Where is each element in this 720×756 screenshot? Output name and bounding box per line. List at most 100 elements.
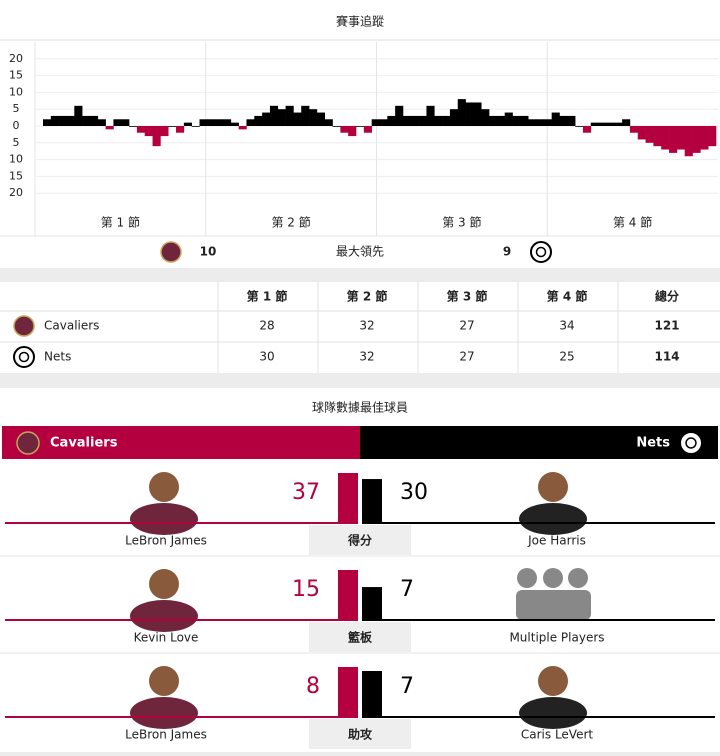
lead-bar [426,105,435,126]
lead-bar [622,119,631,126]
stat-value: 37 [292,480,320,505]
lead-bar [136,126,146,133]
y-tick-label: 15 [9,69,23,82]
stat-label-box [309,525,411,555]
player-photo [519,697,587,729]
player-name: LeBron James [125,534,207,548]
stat-label: 得分 [347,533,372,548]
lead-bar [653,126,662,147]
lead-bar [324,119,333,126]
y-tick-label: 10 [9,85,23,98]
lead-bar [58,115,67,126]
player-photo [130,503,198,535]
lead-bar [293,112,302,126]
stat-label-box [309,719,411,749]
lead-bar [269,105,279,126]
lead-bar [528,119,537,126]
player-silhouette [543,568,563,588]
max-lead-value: 9 [503,245,511,259]
column-header: 總分 [655,289,679,304]
score-cell: 28 [259,319,274,333]
stat-bar [362,587,382,620]
lead-bar [700,126,709,150]
stat-value: 15 [292,577,320,602]
lead-bar [676,126,685,150]
y-tick-label: 0 [13,119,20,132]
y-tick-label: 5 [13,102,20,115]
team-logo [16,431,40,455]
player-photo [538,472,568,502]
lead-bar [246,119,255,126]
lead-bar [473,102,482,126]
lead-bar [551,112,560,126]
lead-bar [89,115,99,126]
lead-bar [144,126,153,137]
lead-bar [277,109,286,126]
lead-bar [582,126,592,133]
player-photo [130,697,198,729]
column-header: 第 1 節 [247,289,288,304]
lead-bar [230,122,239,126]
lead-bar [129,126,138,127]
team-logo [13,346,35,368]
stat-value: 7 [400,577,414,602]
stat-value: 7 [400,674,414,699]
lead-bar [614,122,623,126]
lead-bar [262,112,271,126]
lead-bar [254,115,263,126]
score-cell: 34 [559,319,574,333]
lead-bar [66,115,75,126]
lead-bar [50,115,59,126]
player-photo [149,569,179,599]
score-cell: 32 [359,319,374,333]
lead-bar [489,115,498,126]
lead-bar [387,115,396,126]
lead-bar [176,126,185,133]
stat-bar [338,473,358,523]
lead-bar [402,115,412,126]
team-name: Cavaliers [50,436,118,451]
team-logo [160,241,182,263]
lead-bar [692,126,701,153]
max-lead-label: 最大領先 [336,244,384,259]
lead-bar [191,126,200,127]
column-header: 第 3 節 [447,289,488,304]
lead-bar [183,122,192,126]
lead-bar [442,115,451,126]
period-label: 第 1 節 [101,215,140,230]
score-cell: 32 [359,350,374,364]
player-silhouette [517,568,537,588]
lead-bar [160,126,169,137]
lead-bar [567,115,576,126]
tracker-panel [0,0,720,268]
team-banner [360,426,718,459]
lead-bar [559,115,568,126]
score-cell: 27 [459,319,474,333]
player-photo [519,503,587,535]
column-header: 第 4 節 [547,289,588,304]
lead-bar [410,115,419,126]
lead-bar [348,126,357,137]
lead-bar [222,119,232,126]
team-name: Cavaliers [44,319,99,333]
team-name: Nets [636,436,670,451]
lead-bar [606,122,615,126]
player-photo [538,666,568,696]
lead-bar [82,115,91,126]
stat-label: 籃板 [347,630,373,645]
stat-value: 30 [400,480,428,505]
player-name: Caris LeVert [521,728,594,742]
team-logo-inner [685,437,697,449]
lead-bar [434,115,443,126]
lead-bar [356,126,365,127]
player-silhouette [568,568,588,588]
lead-bar [168,126,177,127]
score-cell: 30 [259,350,274,364]
stat-label: 助攻 [348,727,373,742]
period-label: 第 2 節 [271,215,310,230]
lead-bar [207,119,216,126]
team-logo [679,431,703,455]
lead-bar [504,112,513,126]
